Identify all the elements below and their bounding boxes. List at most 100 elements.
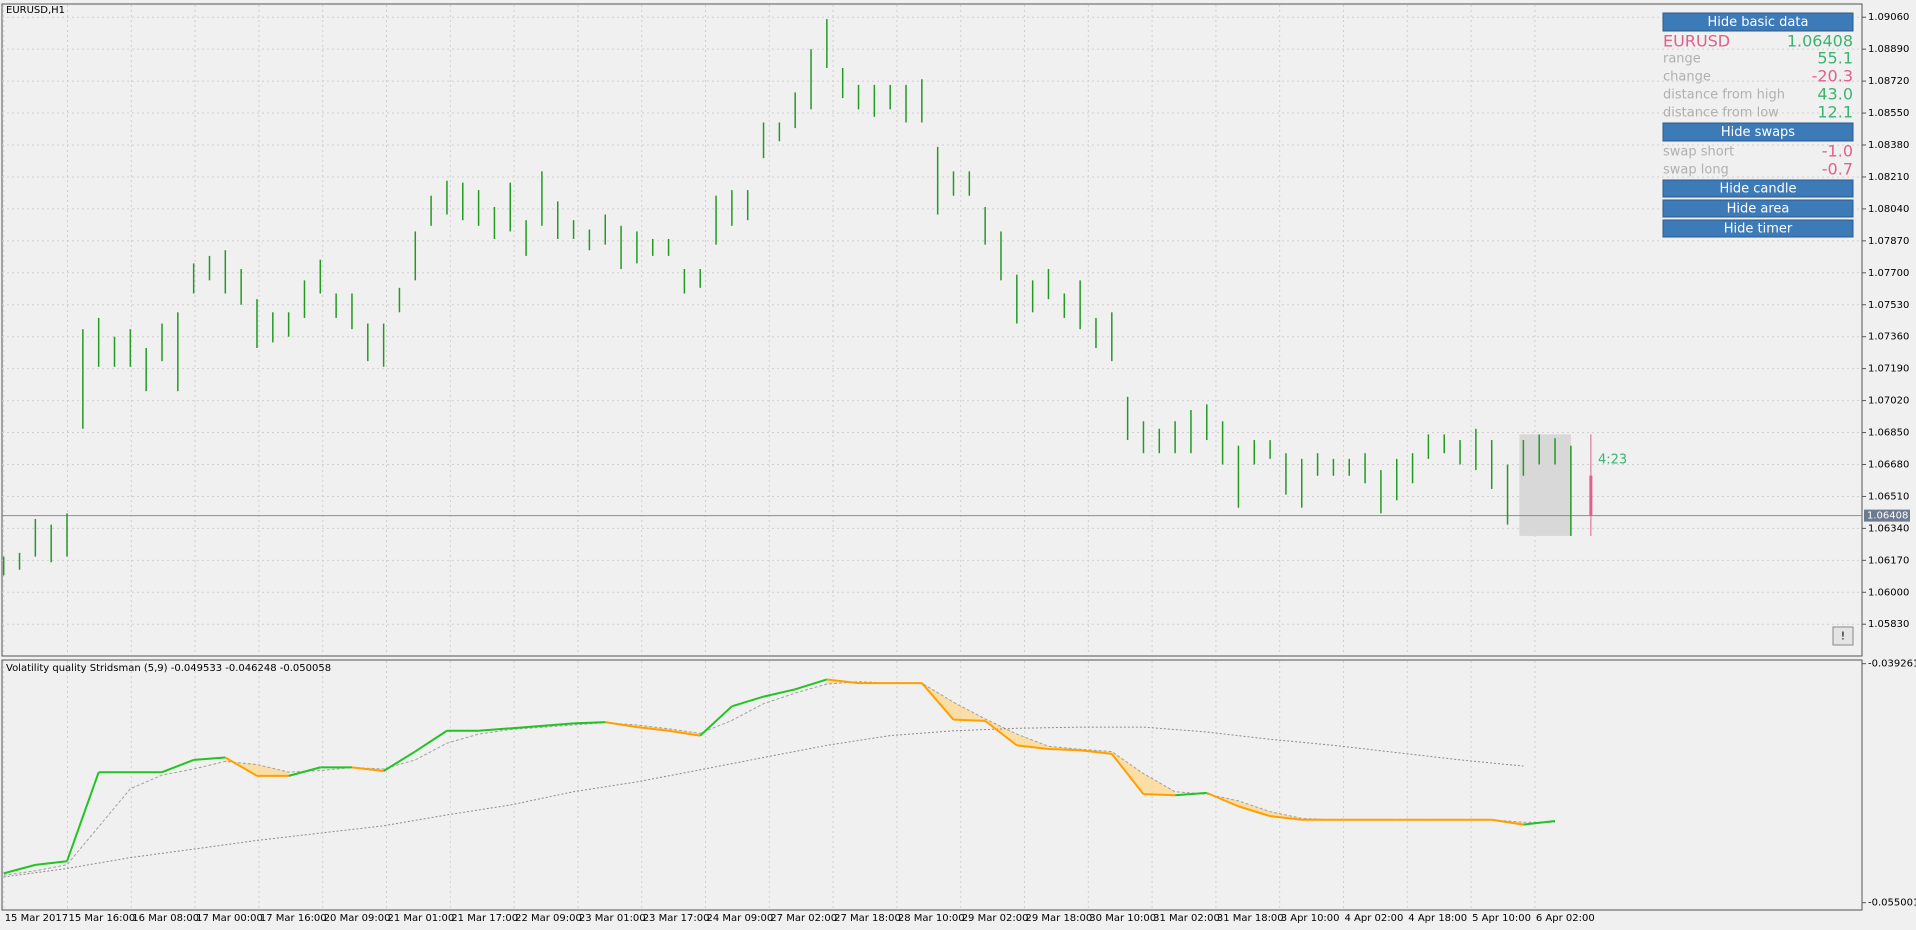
indicator-segment xyxy=(224,756,258,777)
swap-label: swap long xyxy=(1663,163,1729,178)
button-label[interactable]: Hide timer xyxy=(1724,222,1793,237)
row-label: change xyxy=(1663,70,1711,85)
indicator-segment xyxy=(731,695,764,708)
hide-basic-button[interactable]: Hide basic data xyxy=(1662,12,1854,32)
symbol-price: 1.06408 xyxy=(1787,32,1853,51)
indicator-segment xyxy=(541,722,574,727)
x-tick-label: 22 Mar 09:00 xyxy=(515,913,582,924)
indicator-segment xyxy=(1206,791,1239,808)
indicator-segment xyxy=(668,729,701,737)
x-tick-label: 30 Mar 10:00 xyxy=(1089,913,1156,924)
x-tick-label: 3 Apr 10:00 xyxy=(1281,913,1340,924)
button-label[interactable]: Hide swaps xyxy=(1721,125,1795,140)
indicator-segment xyxy=(1269,815,1302,821)
current-price-label: 1.06408 xyxy=(1867,511,1908,522)
button-label[interactable]: Hide candle xyxy=(1720,182,1797,197)
y-tick-label: 1.06680 xyxy=(1868,459,1909,470)
y-tick-label: 1.08380 xyxy=(1868,140,1909,151)
chart-title: EURUSD,H1 xyxy=(6,5,65,16)
x-tick-label: 27 Mar 02:00 xyxy=(770,913,837,924)
y-tick-label: 1.07870 xyxy=(1868,236,1909,247)
timer: 4:23 xyxy=(1598,453,1627,468)
x-tick-label: 17 Mar 16:00 xyxy=(260,913,327,924)
indicator-area xyxy=(256,764,289,776)
alert-button[interactable]: ! xyxy=(1832,626,1854,646)
indicator-segment xyxy=(478,727,511,732)
symbol: EURUSD xyxy=(1663,32,1730,51)
x-tick-label: 15 Mar 2017 xyxy=(5,913,68,924)
row-value: 43.0 xyxy=(1817,85,1853,104)
x-tick-label: 17 Mar 00:00 xyxy=(196,913,263,924)
swap-value: -0.7 xyxy=(1822,160,1853,179)
indicator-segment xyxy=(66,771,100,862)
indicator-segment xyxy=(288,766,321,777)
indicator-area xyxy=(953,702,986,721)
indicator-segment xyxy=(1238,805,1271,818)
indicator-segment xyxy=(984,720,1018,747)
indicator-segment xyxy=(953,718,986,722)
y-tick-label: 1.06170 xyxy=(1868,555,1909,566)
button-bg[interactable] xyxy=(1662,219,1854,238)
indicator-segment xyxy=(826,678,859,685)
x-tick-label: 24 Mar 09:00 xyxy=(707,913,774,924)
button-bg[interactable] xyxy=(1662,122,1854,142)
indicator-line xyxy=(3,726,1524,878)
indicator-segment xyxy=(1143,793,1176,797)
y-tick-label: 1.07700 xyxy=(1868,268,1909,279)
alert-bg[interactable] xyxy=(1832,626,1854,646)
hide-timer-button[interactable]: Hide timer xyxy=(1662,219,1854,238)
x-tick-label: 20 Mar 09:00 xyxy=(324,913,391,924)
y-tick-label: 1.06510 xyxy=(1868,491,1909,502)
row-label: distance from high xyxy=(1663,88,1785,103)
button-bg[interactable] xyxy=(1662,179,1854,198)
indicator-segment xyxy=(351,766,384,772)
x-tick-label: 31 Mar 02:00 xyxy=(1153,913,1220,924)
x-tick-label: 29 Mar 18:00 xyxy=(1026,913,1093,924)
button-bg[interactable] xyxy=(1662,199,1854,218)
y-tick-label: 1.06340 xyxy=(1868,523,1909,534)
x-tick-label: 15 Mar 16:00 xyxy=(69,913,136,924)
y-tick-label: 1.08550 xyxy=(1868,108,1909,119)
button-bg[interactable] xyxy=(1662,12,1854,32)
indicator-segment xyxy=(763,688,796,698)
indicator-segment xyxy=(1016,744,1049,750)
indicator-segment xyxy=(3,863,36,875)
y-tick-label: -0.055001 xyxy=(1868,898,1916,909)
hide-swaps-button[interactable]: Hide swaps xyxy=(1662,122,1854,142)
y-tick-label: 1.07530 xyxy=(1868,300,1909,311)
y-tick-label: 1.09060 xyxy=(1868,12,1909,23)
indicator-segment xyxy=(636,726,669,732)
x-tick-label: 21 Mar 17:00 xyxy=(451,913,518,924)
x-tick-label: 28 Mar 10:00 xyxy=(898,913,965,924)
x-tick-label: 23 Mar 01:00 xyxy=(579,913,646,924)
x-tick-label: 5 Apr 10:00 xyxy=(1472,913,1531,924)
indicator-segment xyxy=(510,724,542,730)
indicator-area xyxy=(1238,800,1271,817)
hide-area-button[interactable]: Hide area xyxy=(1662,199,1854,218)
y-tick-label: 1.06000 xyxy=(1868,587,1909,598)
indicator-line xyxy=(3,681,1555,876)
indicator-segment xyxy=(699,705,733,737)
y-tick-label: 1.08210 xyxy=(1868,172,1909,183)
x-tick-label: 16 Mar 08:00 xyxy=(132,913,199,924)
current-price-box xyxy=(1864,509,1910,522)
hide-candle-button[interactable]: Hide candle xyxy=(1662,179,1854,198)
x-tick-label: 4 Apr 18:00 xyxy=(1408,913,1467,924)
alert-label[interactable]: ! xyxy=(1841,630,1845,643)
y-tick-label: 1.06850 xyxy=(1868,428,1909,439)
indicator-segment xyxy=(921,682,955,721)
y-tick-label: 1.07190 xyxy=(1868,364,1909,375)
swap-label: swap short xyxy=(1663,145,1734,160)
row-value: -20.3 xyxy=(1812,67,1853,86)
button-label[interactable]: Hide area xyxy=(1727,202,1790,217)
x-tick-label: 4 Apr 02:00 xyxy=(1345,913,1404,924)
x-tick-label: 31 Mar 18:00 xyxy=(1217,913,1284,924)
indicator-segment xyxy=(1175,791,1207,797)
y-tick-label: 1.05830 xyxy=(1868,619,1909,630)
button-label[interactable]: Hide basic data xyxy=(1708,15,1809,30)
y-tick-label: 1.08890 xyxy=(1868,44,1909,55)
indicator-title: Volatility quality Stridsman (5,9) -0.04… xyxy=(6,663,331,674)
indicator-segment xyxy=(1523,819,1556,826)
